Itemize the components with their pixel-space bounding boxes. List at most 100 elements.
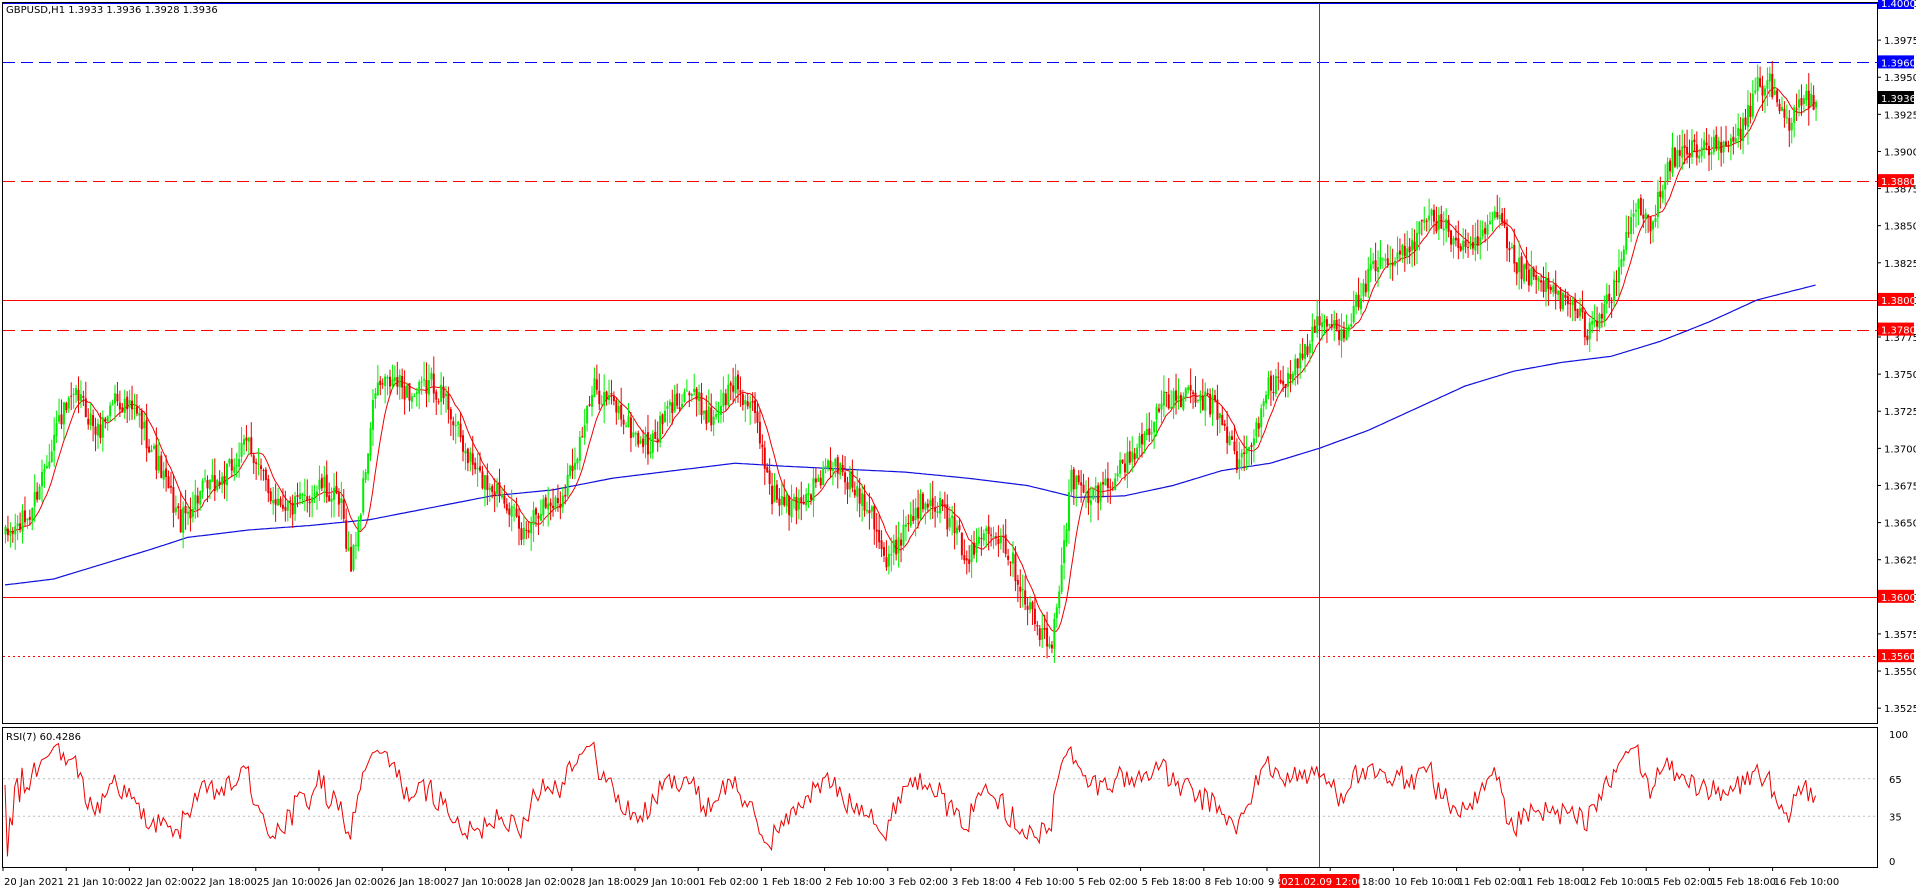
candle-body-6 [19,523,22,530]
candle-body-405 [990,534,993,536]
candle-body-296 [724,393,727,405]
candle-body-556 [1357,294,1360,308]
candle-body-631 [1540,280,1543,283]
level-tag-text: 1.3780 [1881,326,1916,337]
candle-body-702 [1712,136,1715,153]
candle-body-100 [247,437,250,442]
candle-body-138 [340,498,343,503]
candle-body-25 [65,402,68,411]
candle-body-425 [1038,628,1041,640]
candle-body-221 [542,499,545,516]
candle-body-236 [578,436,581,461]
candle-body-536 [1308,343,1311,353]
candle-body-445 [1087,490,1090,503]
symbol-header: GBPUSD,H1 1.3933 1.3936 1.3928 1.3936 [6,5,218,16]
level-tag-1.3560 [1878,649,1914,663]
rsi-tick-label: 35 [1889,812,1902,823]
candle-body-8 [23,510,26,523]
price-levels [3,3,1877,657]
candle-body-644 [1571,299,1574,306]
candle-body-271 [663,410,666,423]
candle-body-483 [1179,395,1182,408]
candle-body-42 [106,416,109,422]
candle-body-260 [637,432,640,445]
candle-body-145 [357,522,360,547]
candle-body-467 [1140,434,1143,445]
candle-body-262 [642,438,645,448]
candle-body-307 [751,400,754,403]
candle-body-62 [155,444,158,471]
candle-body-671 [1637,199,1640,209]
rsi-tick-label: 100 [1889,730,1908,741]
candle-body-353 [863,494,866,511]
candle-body-142 [350,546,353,572]
candle-body-272 [666,406,669,409]
candle-body-352 [861,493,864,506]
candle-body-691 [1686,146,1689,155]
candle-body-4 [14,526,17,535]
candle-body-309 [756,411,759,423]
candle-body-252 [617,405,620,414]
candles [4,60,1818,663]
candle-body-337 [824,465,827,468]
candle-body-409 [999,536,1002,544]
candle-body-375 [917,507,920,519]
candle-body-488 [1192,392,1195,395]
level-tag-text: 1.3800 [1881,296,1916,307]
candle-body-681 [1661,190,1664,199]
candle-body-437 [1067,492,1070,531]
level-tag-1.3960 [1878,55,1914,69]
candle-body-172 [423,379,426,381]
candle-body-479 [1170,406,1173,409]
time-tick-label: 28 Jan 18:00 [573,877,636,888]
candle-body-187 [459,423,462,438]
price-tick-label: 1.3675 [1884,481,1916,492]
price-tags: 1.4000 1.3960 1.3880 1.3800 1.3780 1.3600 1.35… [1878,0,1916,663]
candle-body-140 [345,520,348,549]
candle-body-303 [741,394,744,406]
candle-body-635 [1549,286,1552,291]
candle-body-1 [6,528,9,536]
candle-body-12 [33,492,36,507]
candle-body-127 [313,493,316,496]
candle-body-661 [1613,279,1616,302]
candle-body-128 [315,491,318,496]
candle-body-418 [1021,588,1024,591]
candle-body-381 [931,498,934,507]
candle-body-552 [1347,326,1350,332]
candle-body-261 [639,440,642,443]
candle-body-397 [970,544,973,562]
candle-body-134 [330,498,333,502]
candle-body-318 [778,498,781,506]
level-tag-text: 1.3600 [1881,593,1916,604]
time-tick-label: 25 Jan 10:00 [257,877,320,888]
candle-body-408 [997,538,1000,545]
candle-body-698 [1703,140,1706,149]
candle-body-537 [1311,326,1314,342]
candle-body-274 [671,402,674,413]
candle-body-13 [36,491,39,500]
candle-body-37 [94,426,97,435]
candle-body-51 [128,399,131,408]
candle-body-567 [1384,259,1387,261]
candle-body-245 [600,404,603,406]
candle-body-403 [985,528,988,532]
candle-body-321 [785,494,788,507]
candle-body-193 [474,462,477,470]
candle-body-195 [479,466,482,471]
candle-body-200 [491,485,494,492]
candle-body-692 [1688,152,1691,158]
candle-body-579 [1413,241,1416,250]
candle-body-675 [1647,215,1650,218]
candle-body-422 [1031,602,1034,610]
time-tick-label: 5 Feb 02:00 [1078,877,1137,888]
candle-body-160 [393,377,396,381]
candle-body-119 [294,496,297,514]
candle-body-498 [1216,399,1219,420]
candle-body-108 [267,478,270,494]
candle-body-382 [934,507,937,512]
candle-body-526 [1284,384,1287,388]
candle-body-163 [401,375,404,388]
candle-body-323 [790,500,793,518]
candle-body-210 [515,508,518,517]
